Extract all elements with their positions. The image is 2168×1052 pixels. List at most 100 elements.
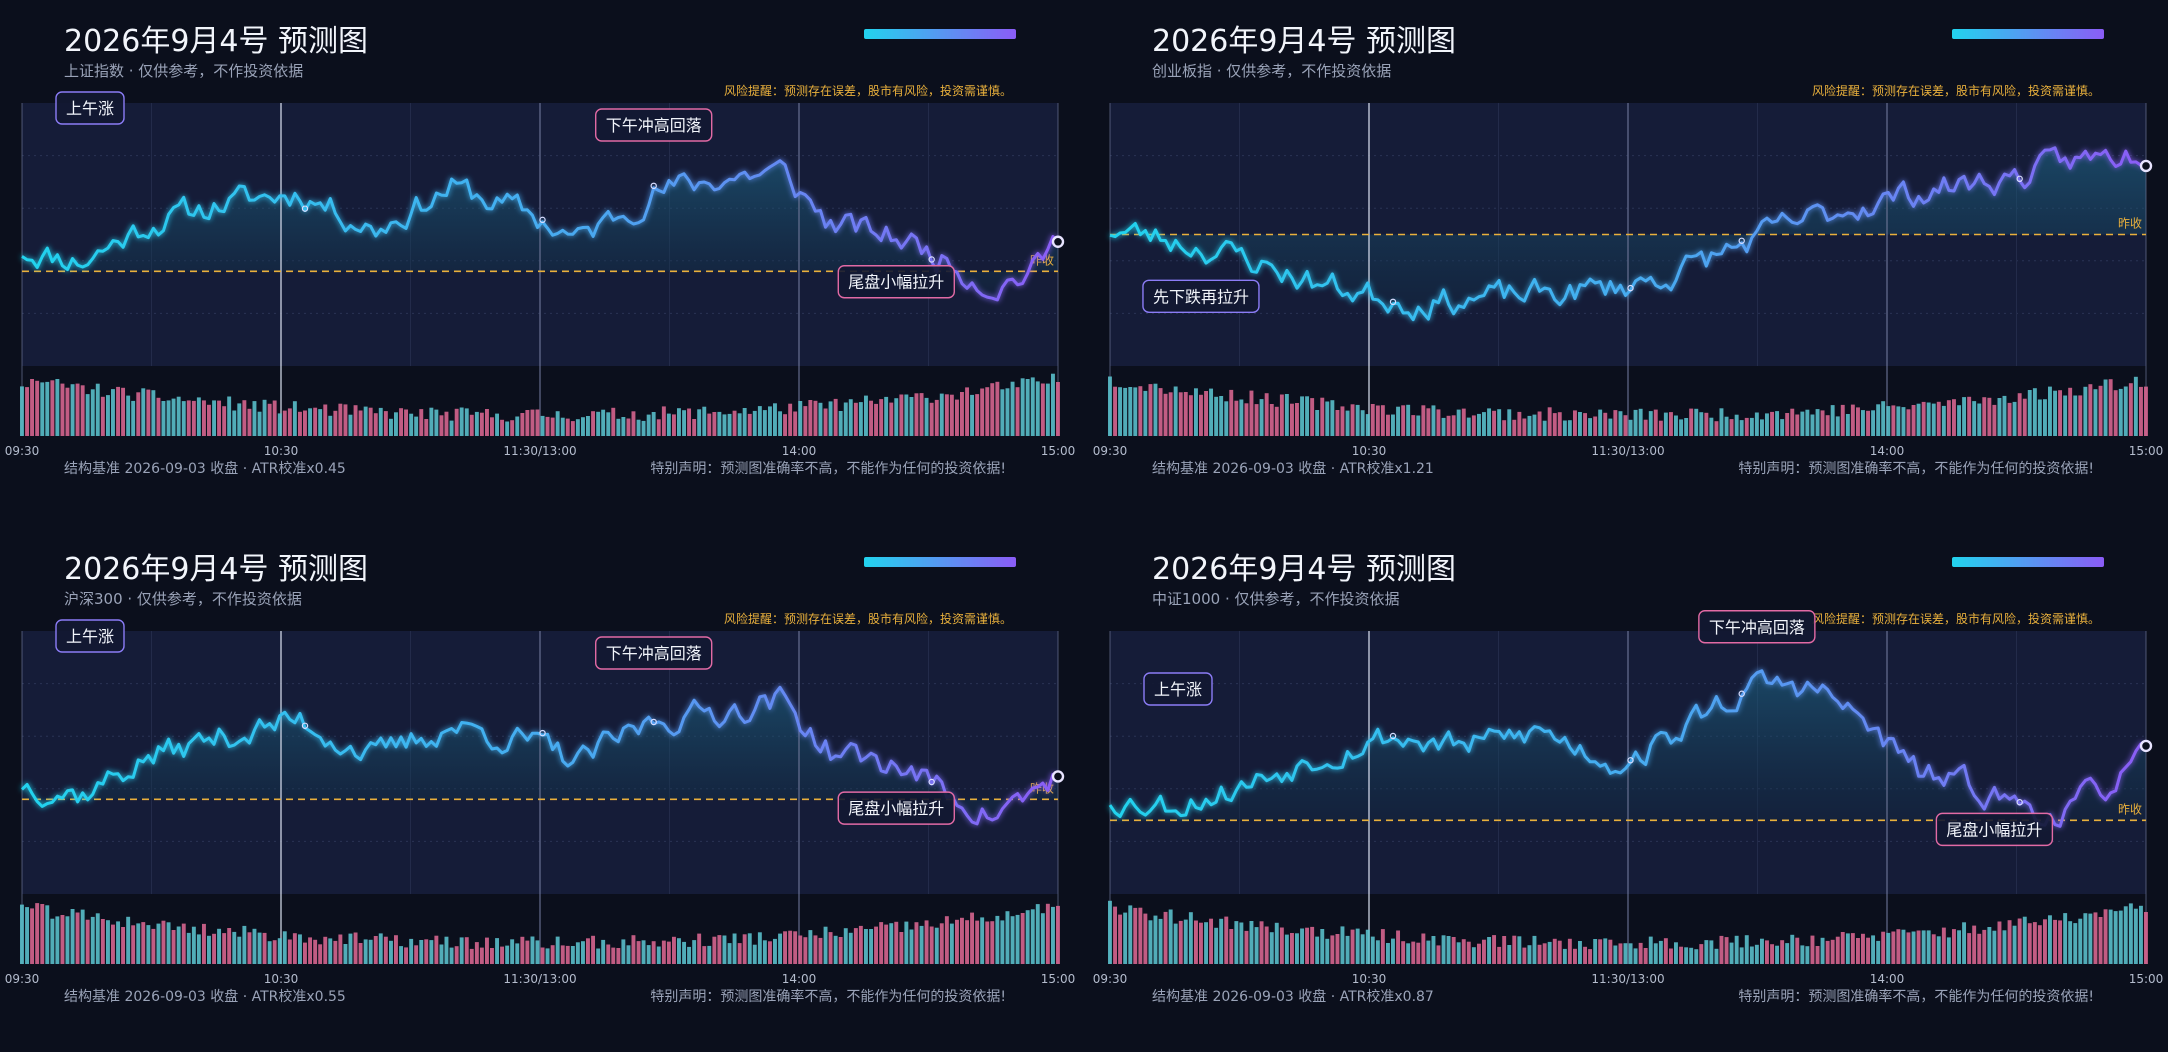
volume-bar (1035, 904, 1040, 964)
volume-bar (702, 946, 707, 964)
volume-bar (333, 410, 338, 436)
volume-bar (1391, 414, 1395, 436)
volume-bar (65, 387, 70, 436)
volume-bar (156, 923, 161, 964)
volume-bar (843, 402, 848, 436)
volume-bar (1886, 406, 1891, 436)
volume-bar (1931, 403, 1936, 436)
volume-bar (1360, 934, 1365, 964)
volume-bar (1340, 406, 1345, 436)
volume-bar (2108, 909, 2113, 964)
volume-bar (793, 931, 798, 964)
volume-bar (282, 410, 287, 436)
footer-right: 特别声明：预测图准确率不高，不能作为任何的投资依据! (650, 461, 1006, 477)
volume-bar (474, 942, 479, 964)
volume-bar (1229, 929, 1234, 964)
volume-bar (242, 400, 247, 436)
volume-bar (25, 387, 30, 436)
x-tick-label: 15:00 (1041, 972, 1076, 986)
volume-bar (1386, 414, 1390, 436)
volume-bar (2012, 401, 2017, 436)
volume-bar (833, 398, 838, 436)
volume-bar (575, 419, 580, 436)
volume-bar (424, 939, 429, 964)
volume-bar (196, 397, 201, 436)
volume-bar (929, 926, 934, 964)
volume-bar (995, 915, 1000, 964)
volume-bar (2032, 922, 2037, 964)
volume-bar (2144, 912, 2148, 964)
volume-bar (1274, 922, 1279, 964)
volume-bar (707, 413, 712, 436)
volume-bar (788, 403, 793, 436)
volume-bar (303, 410, 307, 436)
volume-bar (672, 414, 676, 436)
volume-bar (1957, 930, 1962, 964)
volume-bar (1391, 938, 1395, 964)
volume-bar (1497, 409, 1502, 436)
volume-bar (1957, 405, 1962, 436)
volume-bar (292, 401, 297, 436)
volume-bar (621, 417, 626, 436)
volume-bar (621, 939, 626, 964)
volume-bar (1441, 935, 1446, 964)
volume-bar (788, 930, 793, 964)
volume-bar (1754, 944, 1759, 964)
volume-bar (565, 945, 570, 964)
volume-bar (1482, 939, 1486, 964)
volume-bar (35, 903, 40, 964)
volume-bar (378, 933, 383, 964)
volume-bar (2139, 386, 2143, 436)
volume-bar (1010, 381, 1015, 436)
volume-bar (823, 408, 828, 436)
volume-bar (1471, 415, 1476, 436)
annotation-label: 上午涨 (66, 99, 114, 118)
volume-bar (1689, 408, 1694, 436)
annotation-label: 先下跌再拉升 (1153, 287, 1249, 306)
volume-bar (934, 399, 939, 436)
volume-bar (864, 395, 868, 436)
volume-bar (2037, 399, 2042, 436)
volume-bar (2088, 913, 2093, 964)
volume-bar (611, 407, 616, 436)
footer-right: 特别声明：预测图准确率不高，不能作为任何的投资依据! (1738, 461, 2094, 477)
volume-bar (227, 928, 232, 964)
volume-bar (1239, 399, 1244, 436)
volume-bar (990, 921, 995, 964)
volume-bar (1608, 418, 1613, 436)
volume-bar (1406, 943, 1411, 964)
volume-bar (338, 934, 343, 964)
gradient-legend-bar (864, 29, 1016, 39)
volume-bar (1724, 937, 1729, 964)
volume-bar (570, 946, 575, 964)
volume-bar (303, 942, 307, 964)
volume-bar (697, 933, 702, 964)
volume-bar (636, 419, 641, 436)
line-marker (539, 216, 546, 224)
footer-right: 特别声明：预测图准确率不高，不能作为任何的投资依据! (1738, 989, 2094, 1005)
volume-bar (1542, 420, 1547, 436)
volume-bar (368, 939, 373, 964)
volume-bar (919, 393, 924, 436)
volume-bar (783, 414, 788, 436)
x-tick-label: 14:00 (782, 972, 817, 986)
volume-bar (95, 383, 100, 436)
volume-bar (247, 408, 252, 436)
volume-bar (965, 387, 970, 436)
volume-bar (277, 413, 282, 436)
volume-bar (1754, 412, 1759, 436)
volume-bar (1325, 938, 1330, 964)
volume-bar (222, 933, 227, 964)
volume-bar (136, 392, 141, 436)
price-line (1108, 669, 2147, 828)
volume-bar (1669, 948, 1673, 964)
volume-bar (934, 927, 939, 964)
volume-bar (985, 921, 990, 964)
volume-bar (1760, 419, 1764, 436)
end-point-marker (2139, 739, 2153, 753)
volume-bar (90, 389, 95, 436)
volume-bar (1375, 405, 1380, 436)
volume-bar (1295, 403, 1299, 436)
volume-bar (778, 933, 783, 964)
annotation-callout: 上午涨 (55, 619, 125, 653)
